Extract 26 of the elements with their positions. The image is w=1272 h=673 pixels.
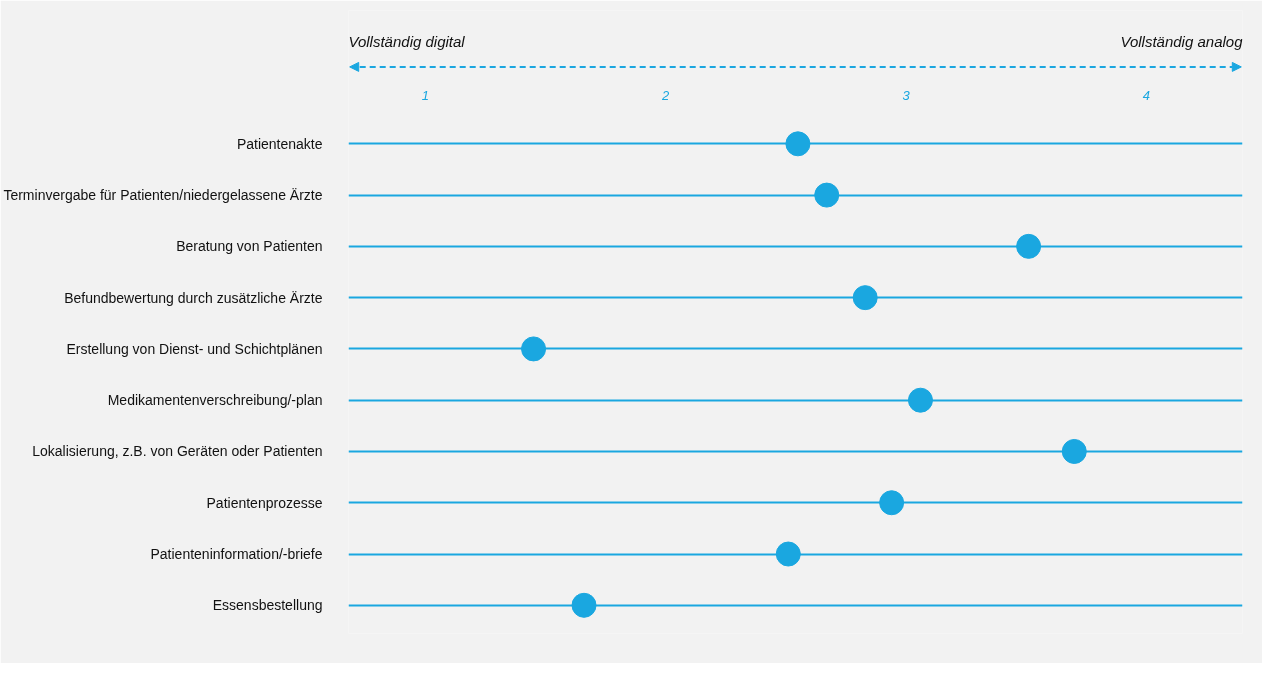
point [571, 592, 597, 618]
point [521, 336, 547, 362]
x-tick-label: 3 [902, 87, 911, 103]
y-tick-label: Erstellung von Dienst- und Schichtplänen [66, 340, 323, 357]
y-tick-label: Patientenakte [236, 135, 323, 152]
point [785, 131, 811, 157]
point [814, 182, 840, 208]
x-tick-label: 4 [1142, 87, 1150, 103]
y-tick-label: Essensbestellung [212, 597, 323, 614]
y-tick-label: Medikamentenverschreibung/-plan [107, 392, 323, 409]
y-tick-label: Befundbewertung durch zusätzliche Ärzte [64, 289, 323, 306]
y-tick-label: Patienteninformation/-briefe [150, 546, 323, 563]
point [775, 541, 801, 567]
point [852, 285, 878, 311]
x-tick-label: 1 [421, 87, 430, 103]
point [907, 387, 933, 413]
x-tick-label: 2 [661, 87, 671, 103]
text: Vollständig digital [348, 32, 466, 50]
text: Vollständig analog [1120, 32, 1244, 50]
point [1016, 233, 1042, 259]
point [879, 490, 905, 516]
y-tick-label: Beratung von Patienten [176, 238, 323, 255]
y-tick-label: Lokalisierung, z.B. von Geräten oder Patienten [32, 443, 323, 460]
point [1061, 438, 1087, 464]
y-tick-label: Terminvergabe für Patienten/niedergelassene Ärzte [3, 187, 323, 204]
y-tick-label: Patientenprozesse [206, 494, 323, 511]
